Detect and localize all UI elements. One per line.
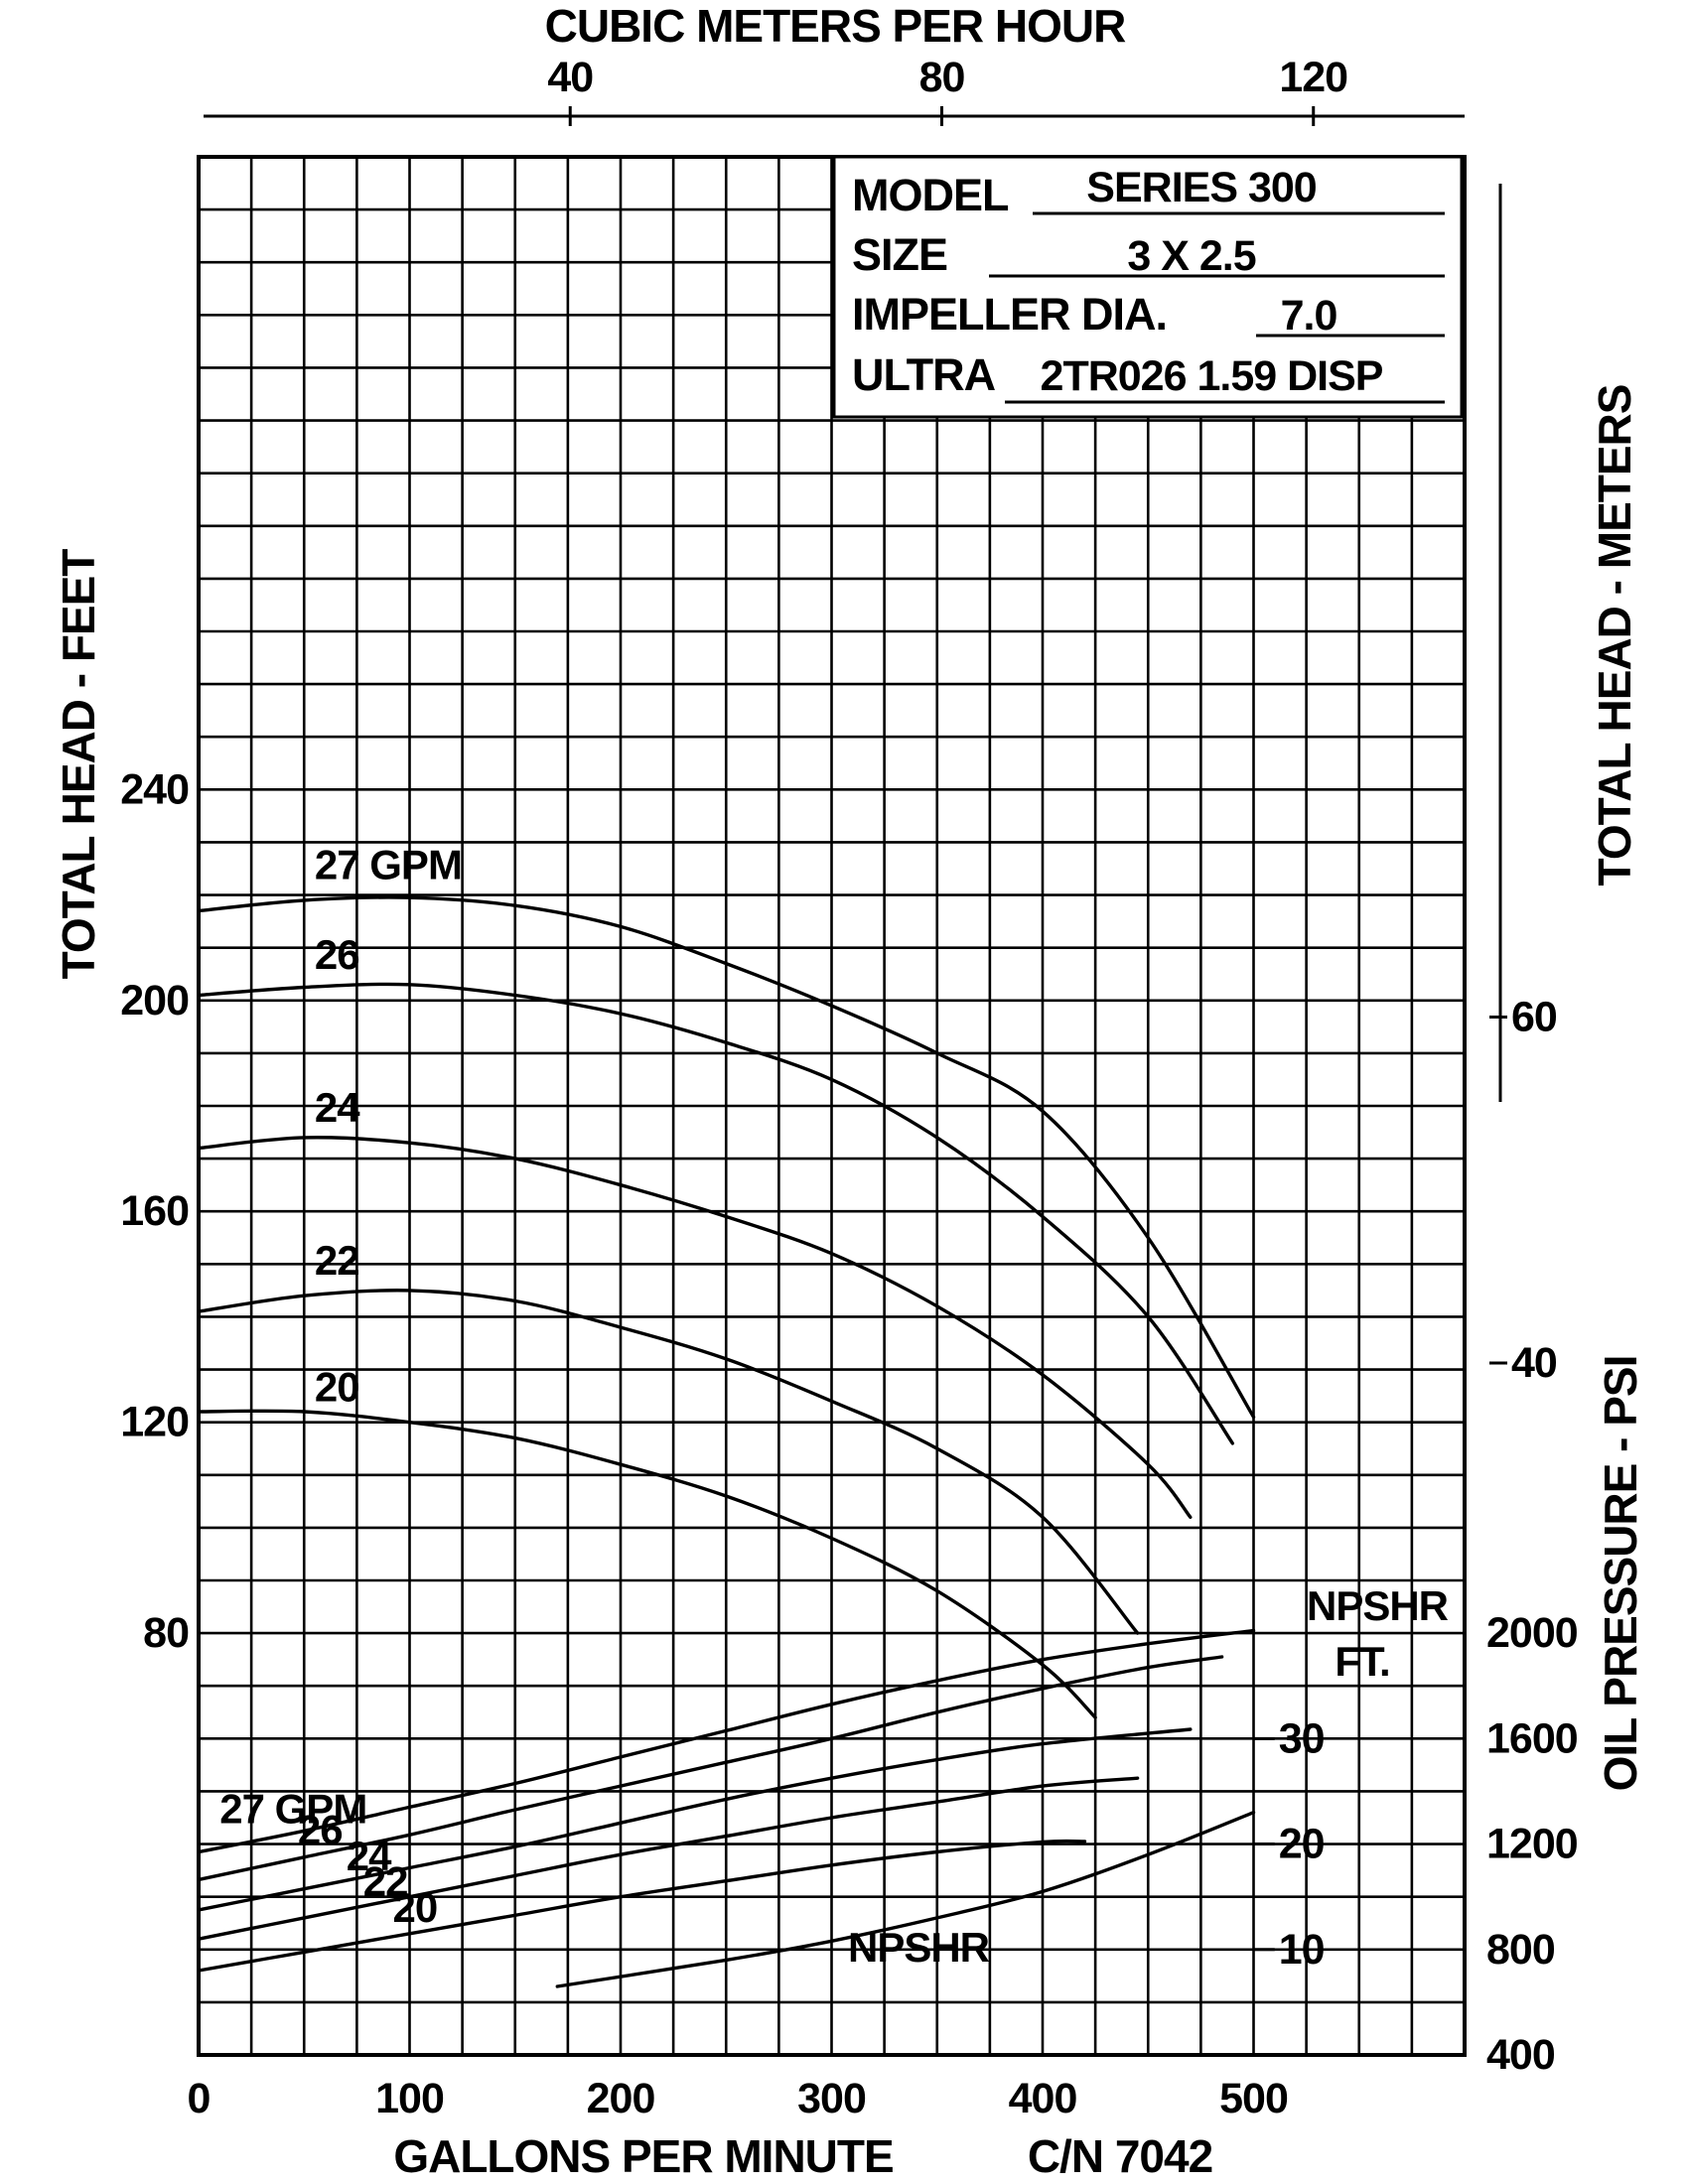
meters-axis-tick-label: 60 [1511,994,1557,1041]
psi-axis-tick-label: 1200 [1486,1821,1578,1868]
pressure-curve-label: 20 [393,1884,438,1931]
x-axis-title: GALLONS PER MINUTE [393,2130,893,2182]
x-axis-tick-label: 0 [188,2075,211,2122]
info-box-frame [832,155,1464,419]
npshr-axis-tick-label: 10 [1279,1926,1325,1974]
x-axis-tick-label: 300 [797,2075,866,2122]
x-axis-tick-label: 200 [587,2075,655,2122]
head-curve-label: 20 [315,1363,359,1410]
x-axis-tick-label: 100 [375,2075,444,2122]
head-curve-line [197,895,1256,1420]
y-axis-tick-label: 160 [120,1187,189,1235]
head-curve-line [197,1136,1193,1519]
npshr-curve-line [555,1811,1256,1988]
x-axis-tick-label: 400 [1009,2075,1077,2122]
ultra-label: ULTRA [852,349,996,400]
cn-label: C/N 7042 [1028,2130,1212,2182]
head-curve-label: 27 GPM [315,842,462,888]
pressure-curve-label: 22 [363,1857,408,1904]
right-axes [1253,184,1507,1952]
x-axis-tick-label: 500 [1219,2075,1288,2122]
meters-axis-tick-label: 40 [1511,1339,1557,1387]
y-axis-tick-label: 240 [120,765,189,813]
npshr-axis-title: NPSHR [1307,1582,1449,1629]
pressure-curve-line [197,1628,1256,1854]
y-axis-tick-label: 120 [120,1399,189,1446]
head-curve-line [197,1289,1140,1635]
top-axis-tick-label: 80 [919,54,965,101]
npshr-axis-tick-label: 20 [1279,1821,1325,1868]
curves [197,895,1256,1988]
y-axis-tick-label: 80 [143,1609,189,1657]
pressure-curve-label: 27 GPM [219,1785,366,1832]
pressure-curve-label: 26 [298,1807,343,1853]
impeller-value: 7.0 [1281,292,1337,340]
impeller-label: IMPELLER DIA. [852,289,1167,340]
size-label: SIZE [852,229,947,280]
meters-axis-title: TOTAL HEAD - METERS [1589,385,1640,887]
head-curve-label: 22 [315,1237,359,1284]
ultra-value: 2TR026 1.59 DISP [1041,352,1383,400]
info-box: MODEL SERIES 300 SIZE 3 X 2.5 IMPELLER D… [832,155,1464,419]
npshr-curve-label: NPSHR [848,1924,990,1971]
psi-axis-tick-label: 400 [1486,2031,1555,2079]
top-axis-title: CUBIC METERS PER HOUR [545,0,1126,52]
top-axis-tick-label: 120 [1279,54,1347,101]
pressure-curve-label: 24 [347,1833,392,1879]
psi-axis-tick-label: 1600 [1486,1714,1578,1762]
labels: CUBIC METERS PER HOUR GALLONS PER MINUTE… [53,0,1646,2182]
head-curve-line [197,1409,1097,1719]
tick-labels: 40 80 1200 100 200 300 400 50080120160200240406… [120,54,1578,2122]
pressure-curve-line [197,1776,1140,1941]
head-curve-label: 26 [315,931,359,978]
model-label: MODEL [852,170,1009,220]
size-value: 3 X 2.5 [1127,232,1255,280]
npshr-axis-tick-label: 30 [1279,1714,1325,1762]
head-curve-line [197,982,1234,1445]
npshr-axis-unit: FT. [1335,1638,1389,1685]
pressure-curve-line [197,1839,1087,1973]
top-axis-tick-label: 40 [547,54,593,101]
model-value: SERIES 300 [1086,164,1316,211]
y-axis-tick-label: 200 [120,977,189,1024]
head-curve-label: 24 [315,1084,360,1131]
top-axis [204,106,1465,126]
pressure-curve-line [197,1655,1224,1882]
psi-axis-tick-label: 800 [1486,1926,1555,1974]
psi-axis-title: OIL PRESSURE - PSI [1595,1356,1646,1792]
psi-axis-tick-label: 2000 [1486,1609,1578,1657]
left-axis-title: TOTAL HEAD - FEET [53,549,104,980]
grid [197,155,1467,2057]
pressure-curve-line [197,1727,1193,1912]
